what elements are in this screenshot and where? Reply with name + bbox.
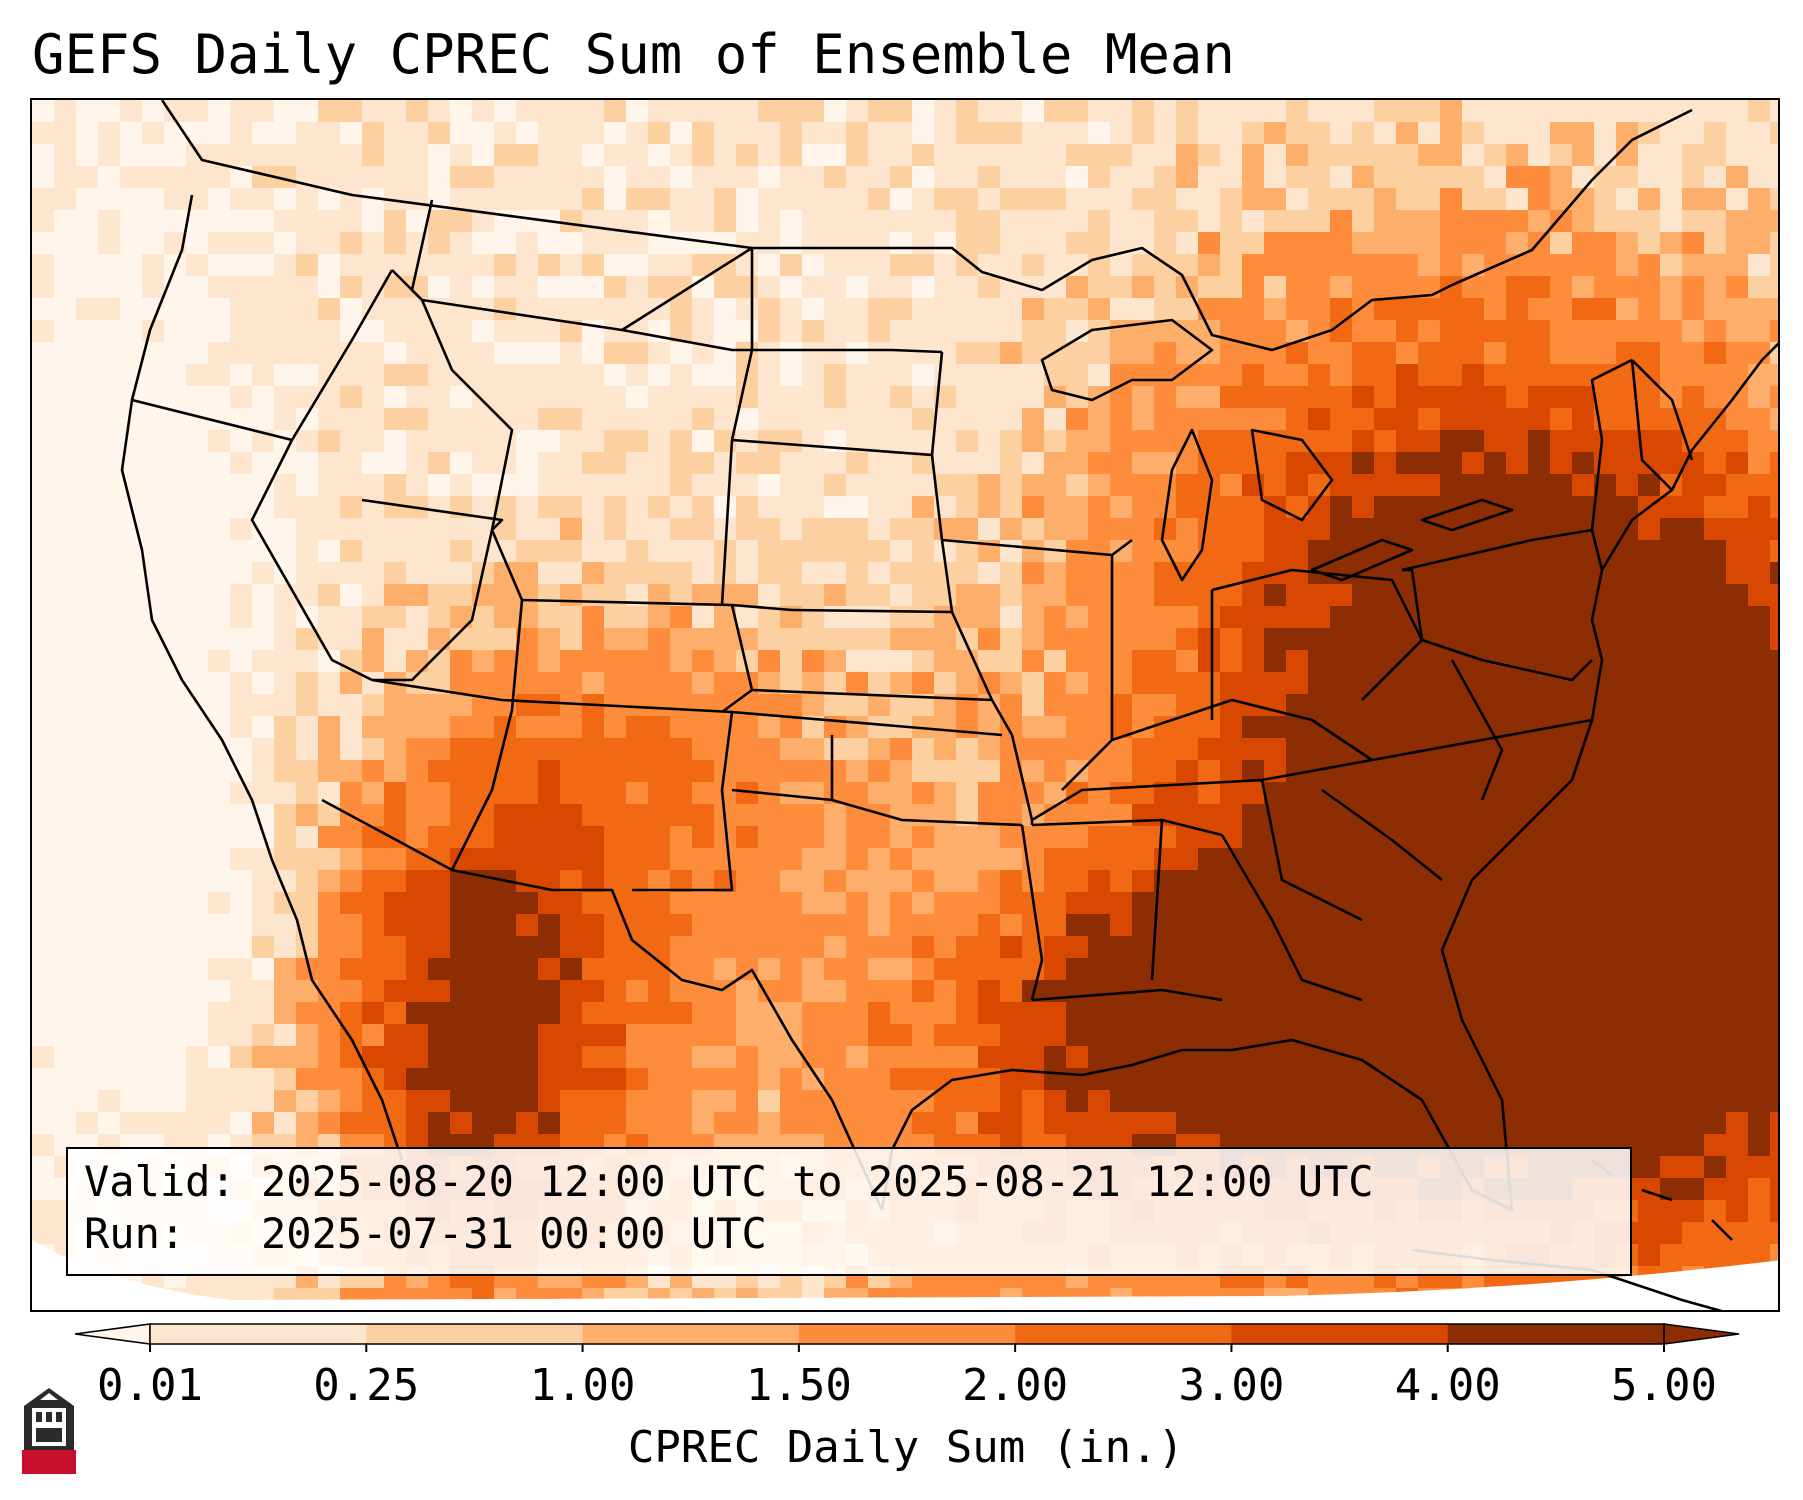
colorbar-segment [1447,1324,1665,1344]
pacific-coast [120,194,404,1161]
colorbar-segment [366,1324,584,1344]
colorbar-tick-label: 4.00 [1394,1360,1501,1411]
state-borders [120,100,1778,1310]
colorbar-segment [582,1324,800,1344]
canada-border [160,100,1693,352]
colorbar-tick-label: 2.00 [962,1360,1069,1411]
lake-huron [1250,428,1334,522]
gulf-atlantic-coast [880,342,1778,1212]
lake-superior [1040,318,1214,402]
colorbar-segment [1015,1324,1232,1344]
colorbar-tick-label: 0.01 [97,1360,203,1411]
run-time-text: Run: 2025-07-31 00:00 UTC [84,1209,767,1258]
mexico-border [321,798,884,1211]
colorbar-segment [150,1324,367,1344]
valid-time-text: Valid: 2025-08-20 12:00 UTC to 2025-08-2… [84,1157,1374,1206]
precip-map [32,100,1778,1310]
lake-erie [1310,538,1414,582]
colorbar-tick-label: 1.00 [529,1360,636,1411]
niu-logo-icon [22,1388,76,1474]
colorbar-label: CPREC Daily Sum (in.) [627,1422,1185,1473]
colorbar-extend-low [74,1323,151,1345]
map-title: GEFS Daily CPREC Sum of Ensemble Mean [32,23,1235,86]
colorbar-tick-label: 1.50 [745,1360,852,1411]
colorbar-tick-label: 3.00 [1178,1360,1285,1411]
valid-info-box: Valid: 2025-08-20 12:00 UTC to 2025-08-2… [66,1147,1632,1276]
lake-ontario [1420,498,1514,532]
colorbar-extend-high [1663,1323,1740,1345]
colorbar-tick-label: 0.25 [313,1360,420,1411]
colorbar [74,1323,1740,1352]
lake-michigan [1160,428,1214,582]
colorbar-segment [798,1324,1016,1344]
colorbar-segment [1231,1324,1449,1344]
map-panel [30,98,1780,1312]
colorbar-tick-label: 5.00 [1611,1360,1717,1411]
precip-field [32,100,1778,1300]
